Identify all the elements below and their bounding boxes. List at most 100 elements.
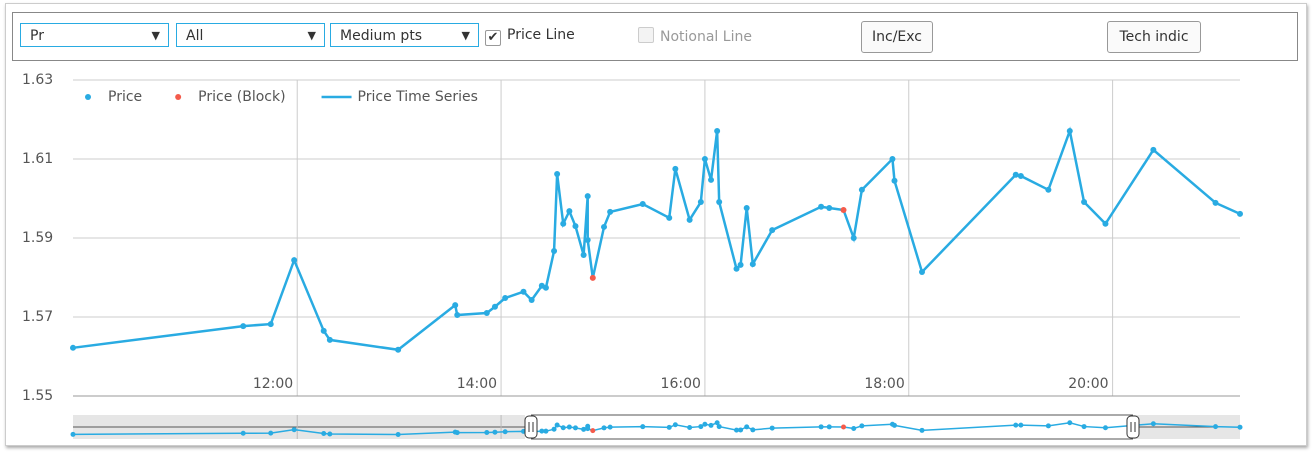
- point: [1012, 171, 1019, 178]
- select[interactable]: Medium pts ▼: [330, 23, 479, 47]
- point: [491, 303, 498, 310]
- point: [70, 344, 76, 351]
- button[interactable]: Tech indic: [1107, 21, 1201, 53]
- y-tick-label: 1.57: [22, 309, 53, 325]
- select-value: Pr: [30, 28, 44, 44]
- navigator-point: [672, 422, 678, 428]
- navigator-point: [750, 427, 756, 433]
- navigator-point: [769, 425, 775, 431]
- navigator-point: [554, 422, 560, 428]
- point: [542, 284, 549, 291]
- select[interactable]: All ▼: [176, 23, 325, 47]
- navigator-point: [321, 430, 327, 436]
- legend-label: Price (Block): [198, 89, 285, 105]
- point: [1045, 186, 1052, 193]
- point: [1066, 127, 1073, 134]
- point: [672, 165, 679, 172]
- point: [850, 235, 857, 241]
- navigator-point: [1081, 424, 1087, 430]
- navigator-point: [551, 426, 557, 432]
- point: [749, 261, 756, 268]
- navigator-point: [687, 425, 693, 431]
- navigator-point: [1213, 424, 1219, 430]
- x-tick-label: 18:00: [864, 376, 904, 392]
- point: [454, 312, 461, 319]
- legend-swatch: [175, 94, 182, 100]
- checkbox: Notional Line: [638, 27, 752, 45]
- point: [889, 156, 896, 162]
- x-tick-label: 16:00: [661, 376, 701, 392]
- point: [840, 206, 847, 213]
- navigator-point: [1018, 422, 1024, 428]
- point: [1237, 210, 1243, 217]
- navigator-point: [640, 424, 646, 430]
- point: [826, 204, 833, 211]
- select-value: Medium pts: [340, 28, 423, 44]
- point: [580, 251, 587, 258]
- checkbox[interactable]: ✔ Price Line: [485, 27, 575, 46]
- point: [240, 323, 247, 330]
- point: [452, 302, 459, 309]
- navigator-point: [70, 431, 76, 437]
- navigator-point: [484, 430, 490, 436]
- line: [72, 126, 1241, 352]
- navigator-point: [714, 420, 720, 426]
- navigator-point: [572, 425, 578, 431]
- point: [520, 288, 527, 295]
- navigator-point: [1013, 422, 1019, 428]
- point: [737, 261, 744, 268]
- legend-label: Price Time Series: [358, 89, 478, 105]
- frame: [5, 3, 1307, 446]
- navigator-point: [818, 424, 824, 430]
- point: [483, 310, 490, 317]
- point: [395, 346, 402, 353]
- button[interactable]: Inc/Exc: [861, 21, 933, 53]
- checkbox-label: Price Line: [507, 27, 575, 43]
- point: [584, 193, 591, 200]
- point: [858, 186, 865, 193]
- y-tick-label: 1.55: [22, 388, 53, 404]
- select[interactable]: Pr ▼: [20, 23, 169, 47]
- toolbar: Pr ▼ All ▼ Medium pts ▼ ✔ Price Line Notiona…: [12, 12, 1298, 61]
- navigator-point: [1067, 420, 1073, 426]
- point: [919, 268, 926, 275]
- point: [708, 176, 715, 183]
- navigator-handle[interactable]: [1126, 415, 1140, 439]
- point: [601, 223, 608, 230]
- point: [639, 201, 646, 208]
- navigator-handle[interactable]: [524, 415, 538, 439]
- legend-label: Price: [108, 89, 142, 105]
- point: [291, 257, 298, 264]
- point: [1081, 199, 1088, 206]
- point: [554, 171, 561, 178]
- point: [818, 203, 825, 210]
- point: [891, 177, 898, 184]
- navigator-point: [744, 424, 750, 430]
- navigator-point: [1237, 424, 1243, 430]
- point: [320, 327, 327, 334]
- navigator-point: [585, 426, 591, 432]
- point: [716, 199, 723, 206]
- navigator-point: [841, 424, 847, 430]
- point: [1212, 199, 1219, 206]
- point: [326, 336, 333, 343]
- navigator-point: [502, 429, 508, 435]
- select-value: All: [186, 28, 204, 44]
- point: [743, 204, 750, 211]
- point: [551, 248, 558, 255]
- navigator-point: [891, 422, 897, 428]
- point: [769, 227, 776, 234]
- point: [714, 127, 721, 134]
- point: [701, 156, 708, 162]
- point: [566, 208, 573, 215]
- point: [686, 216, 693, 223]
- navigator-point: [590, 428, 596, 434]
- navigator-point: [539, 428, 545, 434]
- navigator-point: [454, 430, 460, 436]
- navigator-point: [327, 431, 333, 437]
- navigator-line: [72, 421, 1241, 436]
- navigator-point: [708, 422, 714, 428]
- navigator-point: [601, 425, 607, 431]
